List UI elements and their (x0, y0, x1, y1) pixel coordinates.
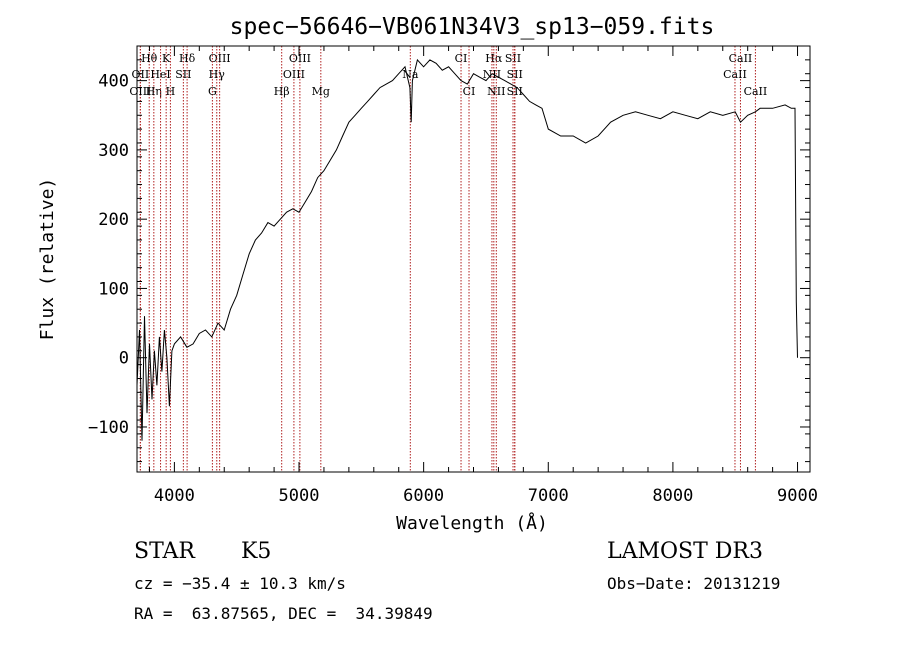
line-label: SII (507, 85, 523, 98)
spectrum-line (136, 58, 798, 441)
y-tick-label: 400 (98, 72, 129, 92)
y-tick-label: 200 (98, 210, 129, 230)
obs-date-text: Obs−Date: 20131219 (607, 574, 781, 593)
survey-name: LAMOST DR3 (607, 539, 763, 564)
line-label: SII (175, 68, 191, 81)
line-label: SII (505, 52, 521, 65)
line-label: G (208, 85, 217, 98)
plot-frame (136, 45, 811, 473)
x-tick-label: 6000 (403, 486, 444, 506)
x-tick-label: 7000 (528, 486, 569, 506)
line-label: Hδ (179, 52, 196, 65)
line-label: OIII (283, 68, 305, 81)
axes: 4000 5000 6000 7000 8000 9000 −100 0 100 200 300 40… (88, 45, 818, 506)
line-label: CI (455, 52, 468, 65)
line-label: CaII (729, 52, 753, 65)
object-subclass: K5 (241, 539, 272, 564)
chart-title: spec−56646−VB061N34V3_sp13−059.fits (230, 14, 715, 40)
line-label: CaII (723, 68, 747, 81)
x-tick-label: 8000 (652, 486, 693, 506)
x-tick-label: 4000 (154, 486, 195, 506)
line-label: H (166, 85, 176, 98)
x-tick-label: 9000 (777, 486, 818, 506)
y-tick-label: 300 (98, 141, 129, 161)
line-label: OIII (129, 85, 151, 98)
line-label: Hθ (141, 52, 158, 65)
line-label: Hα (485, 52, 503, 65)
x-axis-label: Wavelength (Å) (396, 512, 548, 534)
line-label: Hη (146, 85, 162, 98)
spectrum-plot (136, 58, 798, 441)
y-tick-label: 100 (98, 279, 129, 299)
line-label: CI (463, 85, 476, 98)
line-label: NII (487, 85, 505, 98)
object-class: STAR (134, 539, 195, 564)
line-label: OIII (209, 52, 231, 65)
line-label: Hγ (209, 68, 226, 81)
line-label: Hβ (274, 85, 290, 98)
y-tick-label: 0 (119, 349, 129, 369)
x-tick-label: 5000 (279, 486, 320, 506)
y-axis-label: Flux (relative) (37, 178, 58, 341)
line-label: K (162, 52, 171, 65)
line-label: OIII (289, 52, 311, 65)
line-label: CaII (744, 85, 768, 98)
line-label: Mg (312, 85, 330, 98)
line-label: Na (402, 68, 419, 81)
coordinates-text: RA = 63.87565, DEC = 34.39849 (134, 604, 433, 623)
redshift-text: cz = −35.4 ± 10.3 km/s (134, 574, 346, 593)
line-label: HeI (150, 68, 170, 81)
y-tick-label: −100 (88, 418, 129, 438)
